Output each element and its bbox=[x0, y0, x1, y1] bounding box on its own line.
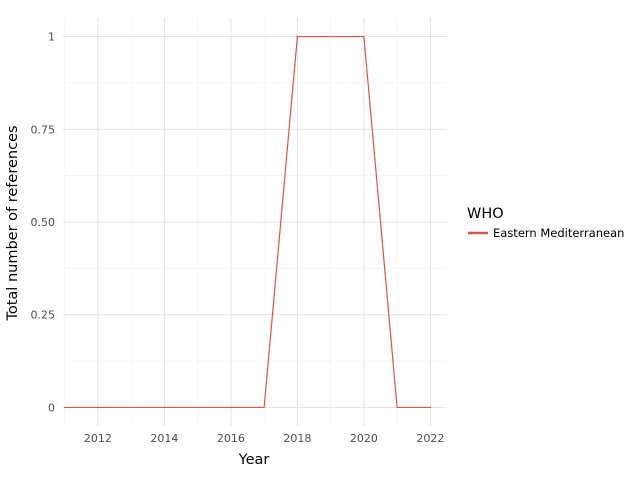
x-tick-label: 2012 bbox=[84, 432, 112, 445]
x-tick-label: 2018 bbox=[283, 432, 311, 445]
data-point bbox=[97, 406, 99, 409]
y-tick-label: 0 bbox=[48, 401, 55, 414]
major-gridlines bbox=[63, 18, 447, 426]
x-tick-label: 2016 bbox=[217, 432, 245, 445]
y-tick-label: 0.50 bbox=[31, 216, 56, 229]
y-tick-label: 0.75 bbox=[31, 123, 56, 136]
y-tick-label: 1 bbox=[48, 31, 55, 44]
plot-panel bbox=[63, 18, 447, 426]
x-axis-tick-labels: 2012 2014 2016 2018 2020 2022 bbox=[84, 432, 444, 445]
data-point bbox=[396, 406, 398, 409]
data-point bbox=[296, 35, 298, 38]
data-point bbox=[130, 406, 132, 409]
x-axis-title: Year bbox=[238, 452, 270, 468]
data-point bbox=[163, 406, 166, 409]
x-tick-label: 2014 bbox=[150, 432, 178, 445]
legend-title: WHO bbox=[467, 206, 504, 222]
data-point bbox=[263, 406, 265, 409]
legend-items: Eastern Mediterranean bbox=[468, 226, 624, 240]
series-layer bbox=[64, 35, 431, 409]
series-line bbox=[64, 35, 431, 409]
x-tick-label: 2020 bbox=[350, 432, 378, 445]
data-point bbox=[64, 406, 66, 409]
data-point bbox=[197, 406, 199, 409]
legend: WHO Eastern Mediterranean bbox=[467, 206, 624, 240]
y-axis-title: Total number of references bbox=[5, 125, 21, 321]
data-point bbox=[363, 35, 365, 38]
x-tick-label: 2022 bbox=[416, 432, 444, 445]
data-point bbox=[330, 35, 332, 38]
data-point bbox=[429, 406, 431, 409]
y-tick-label: 0.25 bbox=[31, 309, 56, 322]
data-point bbox=[230, 406, 232, 409]
y-axis-tick-labels: 0 0.25 0.50 0.75 1 bbox=[31, 31, 56, 415]
legend-label: Eastern Mediterranean bbox=[493, 226, 624, 240]
